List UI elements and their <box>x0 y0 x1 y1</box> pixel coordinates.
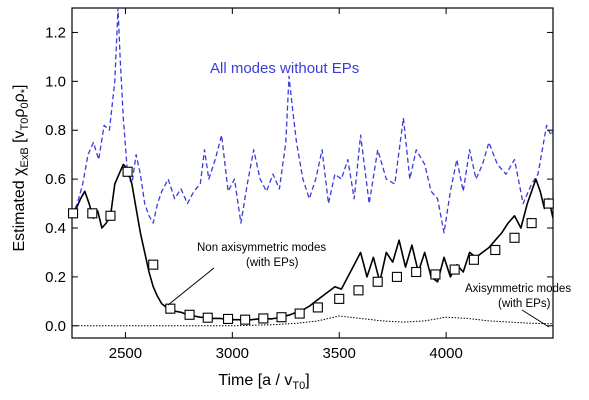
x-tick-label: 3000 <box>216 345 249 362</box>
series-marker-square <box>184 309 195 320</box>
y-tick-label: 1.0 <box>45 73 66 90</box>
x-axis: 2500 3000 3500 4000 <box>109 8 463 362</box>
y-tick-label: 0.0 <box>45 318 66 335</box>
annotation-axisymmetric-line1: Axisymmetric modes <box>465 283 571 295</box>
annotation-non-axisymmetric: Non axisymmetric modes (with EPs) <box>167 242 326 306</box>
series-marker-square <box>258 313 269 324</box>
series-marker-square <box>543 198 554 209</box>
x-tick-label: 4000 <box>429 345 462 362</box>
y-axis-title: Estimated χExB [vT0ρ0ρ*] <box>11 85 31 252</box>
series-marker-square <box>449 264 460 275</box>
series-marker-square <box>87 208 98 219</box>
series-layer <box>72 8 553 327</box>
series-marker-square <box>105 210 116 221</box>
annotation-axisymmetric-line2: (with EPs) <box>498 298 551 310</box>
series-marker-square <box>312 302 323 313</box>
y-axis: 0.0 0.2 0.4 0.6 0.8 1.0 1.2 <box>45 24 553 335</box>
series-marker-square <box>202 312 213 323</box>
series-marker-square <box>372 276 383 287</box>
x-tick-label: 2500 <box>109 345 142 362</box>
series-axisymmetric-modes <box>72 315 553 327</box>
annotation-non-axisymmetric-pointer <box>167 267 215 306</box>
series-marker-square <box>430 269 441 280</box>
y-tick-label: 0.6 <box>45 171 66 188</box>
y-tick-label: 1.2 <box>45 24 66 41</box>
series-marker-square <box>68 208 79 219</box>
annotation-non-axisymmetric-line1: Non axisymmetric modes <box>197 242 326 254</box>
x-axis-title: Time [a / vT0] <box>218 372 309 392</box>
y-tick-label: 0.8 <box>45 122 66 139</box>
series-marker-square <box>165 303 176 314</box>
plot-frame <box>71 7 554 339</box>
series-marker-square <box>411 266 422 278</box>
annotation-all-modes: All modes without EPs <box>210 60 359 77</box>
series-marker-square <box>353 285 364 296</box>
y-tick-label: 0.2 <box>45 269 66 286</box>
annotation-non-axisymmetric-line2: (with EPs) <box>246 257 299 269</box>
marker-layer <box>68 166 554 325</box>
series-marker-square <box>334 293 345 304</box>
svg-text:Estimated χExB [vT0ρ0ρ*]: Estimated χExB [vT0ρ0ρ*] <box>11 85 31 252</box>
series-marker-square <box>509 232 520 243</box>
plot-area <box>68 7 554 339</box>
series-marker-square <box>294 308 305 319</box>
series-marker-square <box>526 218 537 229</box>
x-tick-label: 3500 <box>323 345 356 362</box>
series-marker-square <box>490 244 501 256</box>
series-marker-square <box>240 314 251 325</box>
series-marker-square <box>391 271 402 282</box>
series-marker-square <box>223 313 234 324</box>
series-marker-square <box>122 166 133 177</box>
y-tick-label: 0.4 <box>45 220 66 237</box>
series-marker-square <box>148 259 159 270</box>
annotation-axisymmetric-pointer <box>521 309 550 328</box>
series-marker-square <box>276 312 287 323</box>
series-all-modes-without-eps <box>72 8 553 234</box>
annotation-axisymmetric: Axisymmetric modes (with EPs) <box>465 283 571 328</box>
series-marker-square <box>468 254 479 265</box>
